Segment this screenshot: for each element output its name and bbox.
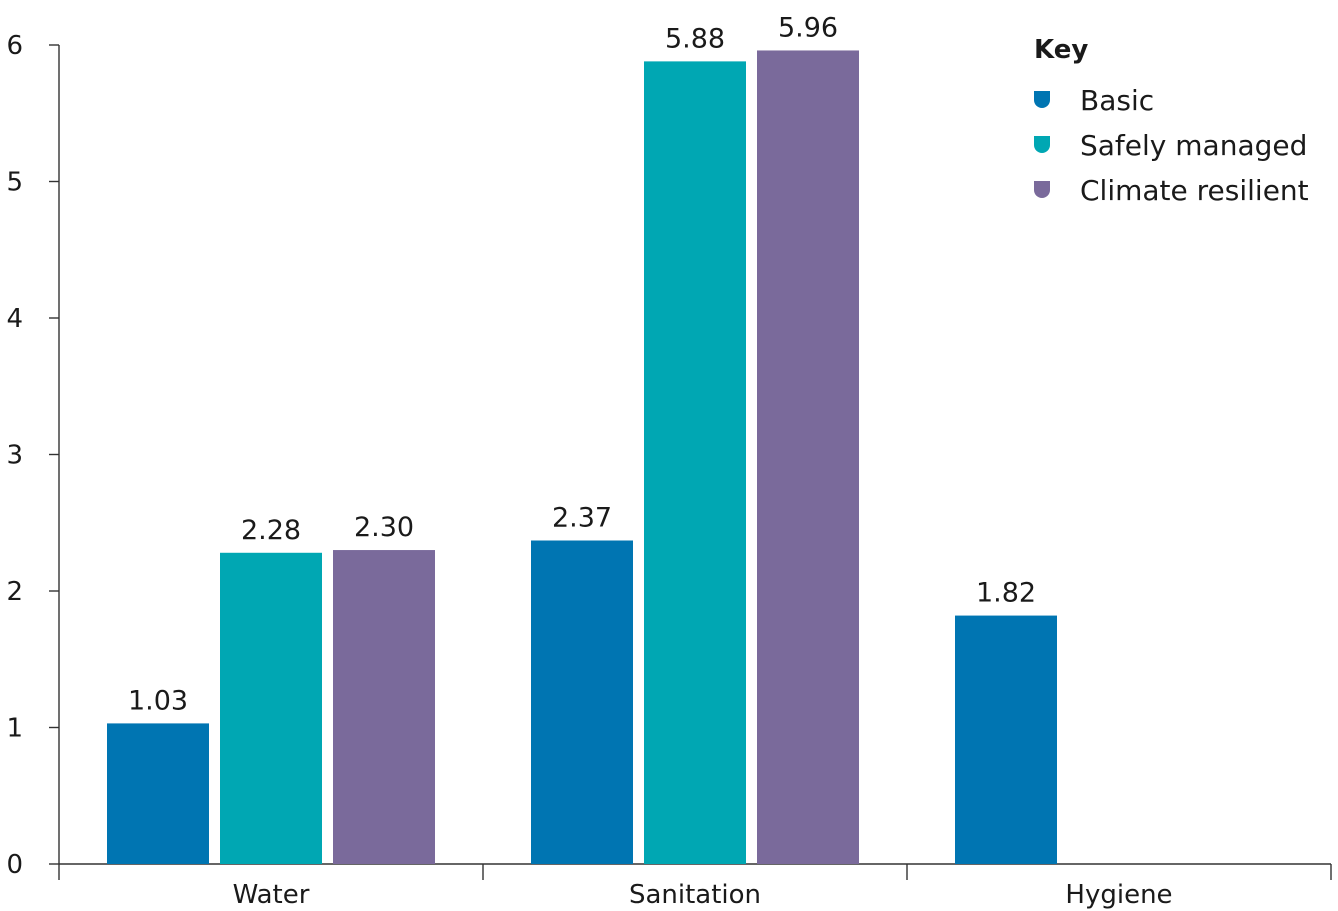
- bars: [107, 50, 1057, 864]
- bar-basic-hygiene: [955, 615, 1057, 864]
- x-tick-label: Hygiene: [1065, 880, 1172, 910]
- y-tick-label: 2: [6, 577, 23, 607]
- bar-safely-managed-water: [220, 552, 322, 864]
- legend-swatch-safely-managed: [1034, 136, 1050, 153]
- legend-label: Safely managed: [1080, 129, 1307, 162]
- y-tick-label: 1: [6, 714, 23, 744]
- bar-climate-resilient-water: [333, 550, 435, 864]
- y-tick-label: 0: [6, 850, 23, 880]
- legend-label: Climate resilient: [1080, 174, 1309, 207]
- data-label: 1.82: [976, 578, 1036, 609]
- bar-basic-water: [107, 723, 209, 864]
- x-axis: Water Sanitation Hygiene: [58, 863, 1332, 910]
- x-tick-label: Water: [233, 880, 310, 910]
- legend: Key Basic Safely managed Climate resilient: [1034, 35, 1309, 207]
- bar-safely-managed-sanitation: [644, 61, 746, 864]
- legend-swatch-basic: [1034, 91, 1050, 108]
- data-labels: 1.03 2.28 2.30 2.37 5.88 5.96 1.82: [128, 12, 1036, 716]
- bar-basic-sanitation: [531, 540, 633, 864]
- legend-label: Basic: [1080, 84, 1154, 117]
- y-axis: 0 1 2 3 4 5 6: [6, 31, 60, 880]
- y-tick-label: 5: [6, 168, 23, 198]
- data-label: 2.30: [354, 512, 414, 543]
- data-label: 5.96: [778, 12, 838, 43]
- bar-climate-resilient-sanitation: [757, 50, 859, 864]
- data-label: 1.03: [128, 685, 188, 716]
- legend-swatch-climate-resilient: [1034, 181, 1050, 198]
- data-label: 2.37: [552, 502, 612, 533]
- y-tick-label: 6: [6, 31, 23, 61]
- legend-title: Key: [1034, 35, 1088, 65]
- x-tick-label: Sanitation: [629, 880, 761, 910]
- data-label: 2.28: [241, 515, 301, 546]
- y-tick-label: 3: [6, 441, 23, 471]
- y-tick-label: 4: [6, 304, 23, 334]
- data-label: 5.88: [665, 23, 725, 54]
